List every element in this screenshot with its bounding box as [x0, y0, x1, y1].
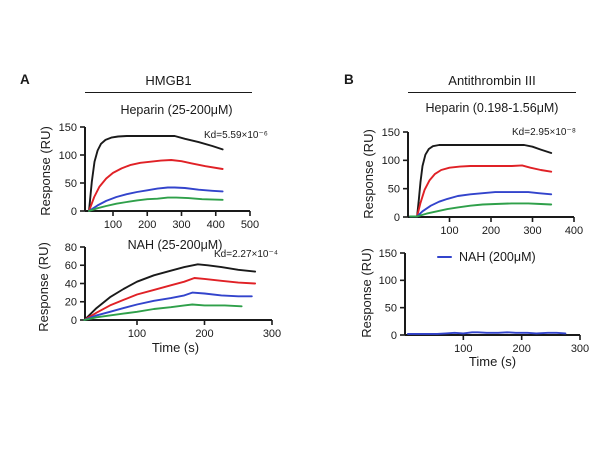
chart-atiii-nah-xlabel: Time (s) — [468, 354, 517, 369]
chart-hmgb1-nah: 0 20 40 60 80 100 200 300 — [30, 242, 290, 370]
panel-b-title: Antithrombin III — [408, 73, 576, 93]
svg-text:100: 100 — [454, 343, 472, 355]
svg-text:200: 200 — [138, 219, 156, 231]
svg-text:150: 150 — [382, 127, 400, 139]
svg-text:300: 300 — [523, 225, 541, 237]
panel-a-title: HMGB1 — [85, 73, 252, 93]
svg-text:300: 300 — [263, 328, 281, 340]
svg-text:50: 50 — [65, 178, 77, 190]
svg-text:0: 0 — [394, 212, 400, 224]
chart-hmgb1-heparin-kd: Kd=5.59×10⁻⁶ — [204, 130, 268, 141]
chart-atiii-heparin: 0 50 100 150 100 200 300 400 — [355, 118, 595, 237]
chart-canvas-atiii-heparin: 0 50 100 150 100 200 300 400 — [382, 127, 584, 237]
chart-atiii-heparin-kd: Kd=2.95×10⁻⁸ — [512, 127, 576, 138]
svg-text:100: 100 — [379, 275, 397, 287]
panel-b-label: B — [344, 72, 354, 87]
chart-hmgb1-heparin-title: Heparin (25-200μM) — [120, 103, 233, 117]
chart-hmgb1-heparin: 0 50 100 150 100 200 300 400 500 — [30, 118, 285, 236]
chart-canvas-hmgb1-nah: 0 20 40 60 80 100 200 300 — [65, 242, 281, 340]
svg-text:100: 100 — [104, 219, 122, 231]
chart-canvas-hmgb1-heparin: 0 50 100 150 100 200 300 400 500 — [59, 122, 260, 231]
chart-atiii-heparin-title: Heparin (0.198-1.56μM) — [425, 101, 559, 115]
svg-text:50: 50 — [385, 303, 397, 315]
svg-text:200: 200 — [195, 328, 213, 340]
svg-text:300: 300 — [571, 343, 589, 355]
svg-text:100: 100 — [128, 328, 146, 340]
svg-text:500: 500 — [241, 219, 259, 231]
legend-label: NAH (200μM) — [459, 250, 536, 264]
svg-text:100: 100 — [59, 150, 77, 162]
chart-hmgb1-nah-kd: Kd=2.27×10⁻⁴ — [214, 249, 279, 260]
svg-text:0: 0 — [71, 206, 77, 218]
svg-text:400: 400 — [207, 219, 225, 231]
chart-canvas-atiii-nah: 0 50 100 150 100 200 300 — [379, 248, 590, 355]
svg-text:20: 20 — [65, 297, 77, 309]
svg-text:0: 0 — [391, 330, 397, 342]
svg-text:100: 100 — [382, 155, 400, 167]
svg-text:300: 300 — [172, 219, 190, 231]
svg-text:200: 200 — [482, 225, 500, 237]
svg-text:60: 60 — [65, 260, 77, 272]
svg-text:150: 150 — [379, 248, 397, 260]
svg-text:40: 40 — [65, 278, 77, 290]
panel-a-label: A — [20, 72, 30, 87]
svg-text:0: 0 — [71, 315, 77, 327]
legend-line-swatch — [437, 255, 452, 259]
chart-hmgb1-nah-xlabel: Time (s) — [151, 340, 200, 355]
svg-text:400: 400 — [565, 225, 583, 237]
svg-text:100: 100 — [440, 225, 458, 237]
svg-text:80: 80 — [65, 242, 77, 254]
chart-atiii-nah: 0 50 100 150 100 200 300 — [355, 248, 600, 373]
svg-text:50: 50 — [388, 184, 400, 196]
chart-atiii-nah-legend: NAH (200μM) — [437, 250, 536, 264]
svg-text:150: 150 — [59, 122, 77, 134]
svg-text:200: 200 — [512, 343, 530, 355]
chart-hmgb1-nah-title: NAH (25-200μM) — [127, 238, 223, 252]
